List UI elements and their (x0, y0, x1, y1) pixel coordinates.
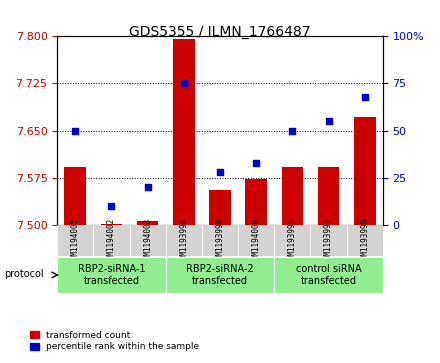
Point (361, 94, 368, 99)
Point (144, 184, 151, 190)
Point (72, 128, 79, 134)
Point (108, 203, 115, 209)
Text: protocol: protocol (4, 269, 44, 279)
Text: control siRNA
transfected: control siRNA transfected (296, 264, 361, 286)
Text: RBP2-siRNA-1
transfected: RBP2-siRNA-1 transfected (78, 264, 145, 286)
Bar (137, 221, 158, 225)
FancyBboxPatch shape (347, 225, 383, 256)
Point (325, 118, 332, 124)
Bar (282, 167, 303, 225)
Text: GDS5355 / ILMN_1766487: GDS5355 / ILMN_1766487 (129, 25, 311, 40)
Text: RBP2-siRNA-2
transfected: RBP2-siRNA-2 transfected (186, 264, 254, 286)
FancyBboxPatch shape (166, 225, 202, 256)
FancyBboxPatch shape (57, 225, 93, 256)
Bar (246, 179, 267, 225)
Point (289, 128, 296, 134)
Text: GSM1193996: GSM1193996 (180, 217, 188, 264)
FancyBboxPatch shape (57, 257, 166, 293)
Text: GSM1194003: GSM1194003 (143, 217, 152, 264)
Text: GSM1194000: GSM1194000 (252, 217, 260, 264)
Bar (64, 167, 86, 225)
Point (180, 81, 187, 86)
Text: GSM1194001: GSM1194001 (71, 217, 80, 264)
Text: GSM1193995: GSM1193995 (288, 217, 297, 264)
Text: GSM1193999: GSM1193999 (360, 217, 369, 264)
Legend: transformed count, percentile rank within the sample: transformed count, percentile rank withi… (26, 327, 203, 355)
FancyBboxPatch shape (129, 225, 166, 256)
Bar (209, 191, 231, 225)
Text: GSM1194002: GSM1194002 (107, 217, 116, 264)
FancyBboxPatch shape (238, 225, 274, 256)
FancyBboxPatch shape (274, 225, 311, 256)
FancyBboxPatch shape (274, 257, 383, 293)
Point (253, 160, 260, 166)
Bar (318, 167, 339, 225)
FancyBboxPatch shape (202, 225, 238, 256)
Bar (101, 224, 122, 225)
FancyBboxPatch shape (311, 225, 347, 256)
FancyBboxPatch shape (166, 257, 274, 293)
Point (216, 169, 224, 175)
Text: GSM1193997: GSM1193997 (324, 217, 333, 264)
Text: GSM1193998: GSM1193998 (216, 217, 224, 264)
Bar (173, 40, 194, 225)
Bar (354, 117, 376, 225)
FancyBboxPatch shape (93, 225, 129, 256)
